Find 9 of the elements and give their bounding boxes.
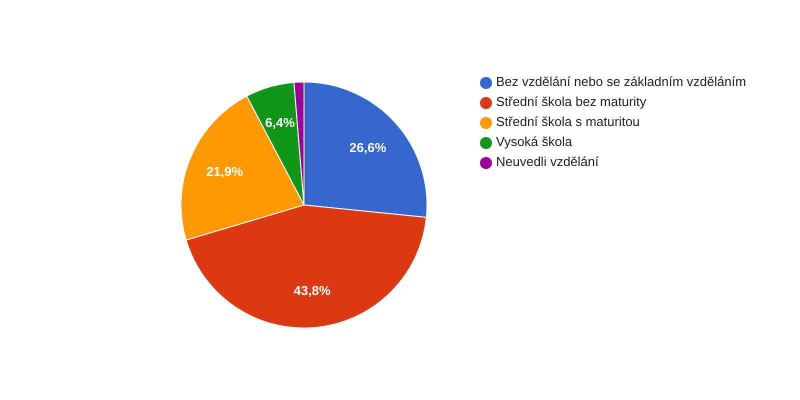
legend-label: Vysoká škola bbox=[496, 134, 572, 149]
data-label: 43,8% bbox=[294, 283, 331, 298]
legend-label: Bez vzdělání nebo se základním vzděláním bbox=[496, 74, 746, 89]
data-label: 21,9% bbox=[206, 164, 244, 180]
data-label: 6,4% bbox=[265, 114, 296, 130]
legend-label: Střední škola s maturitou bbox=[496, 114, 640, 129]
legend-label: Střední škola bez maturity bbox=[496, 94, 646, 109]
data-label: 26,6% bbox=[349, 140, 387, 155]
legend-label: Neuvedli vzdělání bbox=[496, 154, 599, 169]
